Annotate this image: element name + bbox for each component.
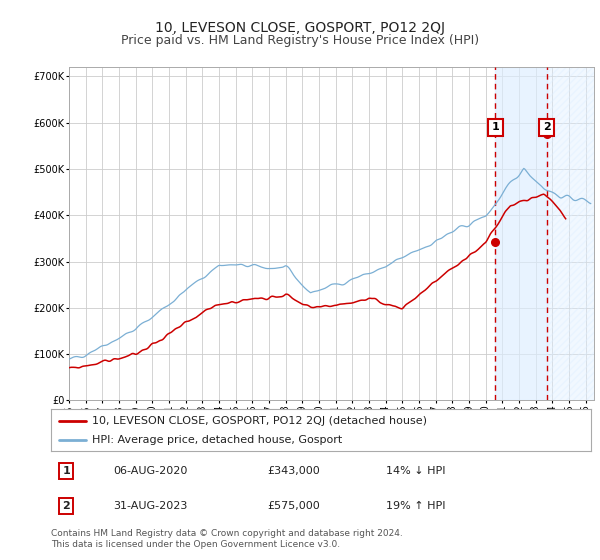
Text: Contains HM Land Registry data © Crown copyright and database right 2024.: Contains HM Land Registry data © Crown c… [51, 529, 403, 538]
Bar [496, 67, 547, 400]
Text: 31-AUG-2023: 31-AUG-2023 [113, 501, 187, 511]
Text: 19% ↑ HPI: 19% ↑ HPI [386, 501, 445, 511]
Bar [547, 67, 594, 400]
Text: £575,000: £575,000 [267, 501, 320, 511]
Text: HPI: Average price, detached house, Gosport: HPI: Average price, detached house, Gosp… [91, 435, 342, 445]
Text: 1: 1 [62, 466, 70, 475]
Text: 1: 1 [491, 122, 499, 132]
Text: 10, LEVESON CLOSE, GOSPORT, PO12 2QJ (detached house): 10, LEVESON CLOSE, GOSPORT, PO12 2QJ (de… [91, 416, 427, 426]
Text: Price paid vs. HM Land Registry's House Price Index (HPI): Price paid vs. HM Land Registry's House … [121, 34, 479, 46]
Text: 14% ↓ HPI: 14% ↓ HPI [386, 466, 445, 475]
Text: 2: 2 [543, 122, 551, 132]
Text: This data is licensed under the Open Government Licence v3.0.: This data is licensed under the Open Gov… [51, 540, 340, 549]
Text: 06-AUG-2020: 06-AUG-2020 [113, 466, 187, 475]
Text: £343,000: £343,000 [267, 466, 320, 475]
Text: 2: 2 [62, 501, 70, 511]
Text: 10, LEVESON CLOSE, GOSPORT, PO12 2QJ: 10, LEVESON CLOSE, GOSPORT, PO12 2QJ [155, 21, 445, 35]
